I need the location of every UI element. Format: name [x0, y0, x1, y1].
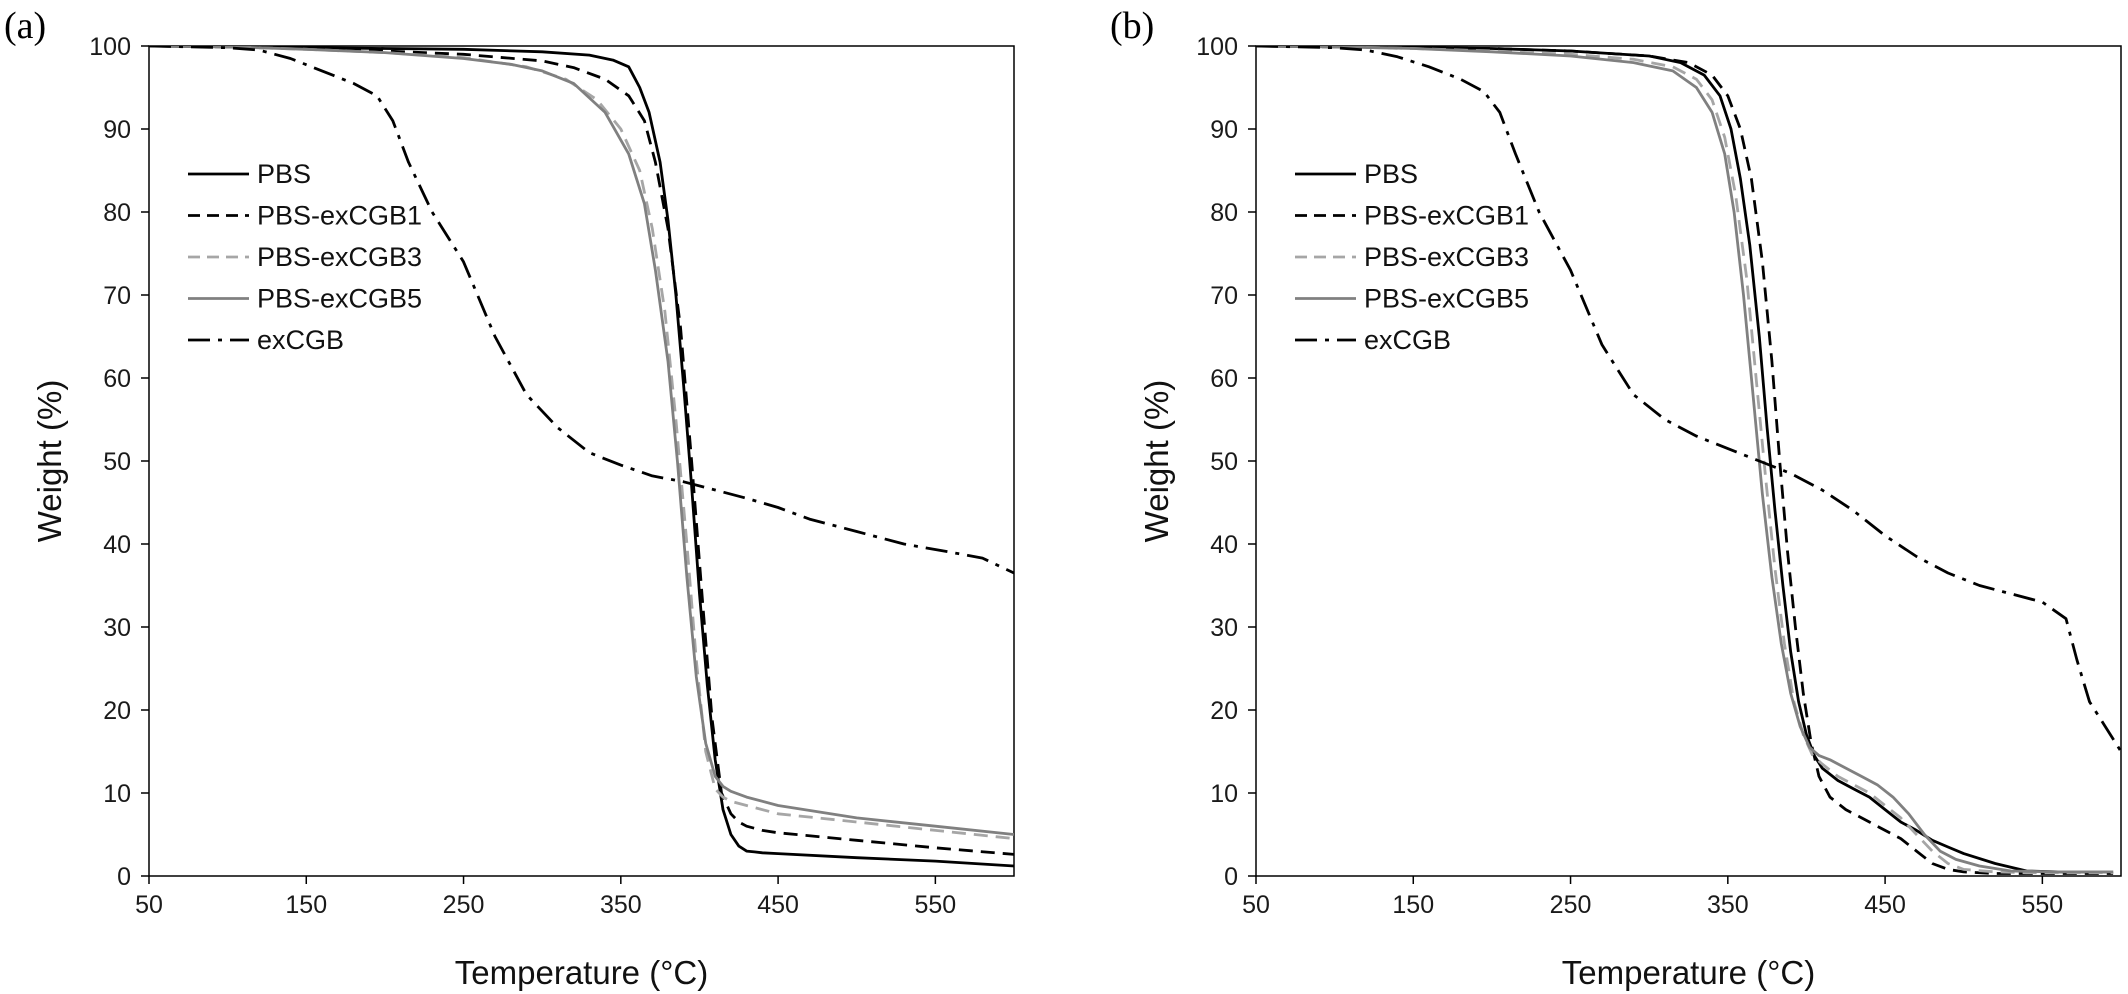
y-tick-label: 0 [117, 863, 131, 891]
series-line-pbs-excgb1 [1256, 46, 2114, 875]
y-tick-label: 90 [103, 116, 131, 144]
legend-label-pbs-excgb1: PBS-exCGB1 [257, 201, 422, 231]
legend: PBS PBS-exCGB1 PBS-exCGB3 PBS-exCGB5 exCGB [1295, 159, 1529, 355]
series-line-pbs [149, 46, 1014, 868]
y-tick-label: 50 [103, 448, 131, 476]
y-tick-label: 100 [89, 33, 131, 61]
panel-label: (b) [1110, 5, 1154, 47]
x-tick-label: 550 [915, 891, 957, 919]
y-tick-label: 90 [1210, 116, 1238, 144]
y-tick-label: 20 [1210, 697, 1238, 725]
y-tick-label: 0 [1224, 863, 1238, 891]
x-tick-label: 450 [1864, 891, 1906, 919]
y-tick-label: 60 [1210, 365, 1238, 393]
x-tick-label: 350 [600, 891, 642, 919]
y-tick-label: 30 [103, 614, 131, 642]
legend-label-excgb: exCGB [257, 325, 344, 355]
series-line-excgb [1256, 46, 2121, 753]
y-tick-label: 40 [103, 531, 131, 559]
y-axis-title: Weight (%) [31, 380, 68, 543]
series-line-pbs-excgb3 [149, 46, 1014, 840]
y-tick-label: 10 [103, 780, 131, 808]
x-tick-label: 450 [757, 891, 799, 919]
series-group [149, 46, 1014, 868]
y-tick-label: 60 [103, 365, 131, 393]
x-tick-label: 150 [285, 891, 327, 919]
y-tick-label: 20 [103, 697, 131, 725]
legend-label-excgb: exCGB [1364, 325, 1451, 355]
legend-label-pbs: PBS [1364, 159, 1418, 189]
y-tick-label: 80 [1210, 199, 1238, 227]
legend-label-pbs-excgb5: PBS-exCGB5 [257, 284, 422, 314]
panel-label: (a) [4, 5, 46, 47]
x-tick-label: 350 [1707, 891, 1749, 919]
legend-label-pbs-excgb5: PBS-exCGB5 [1364, 284, 1529, 314]
y-tick-label: 30 [1210, 614, 1238, 642]
y-tick-label: 40 [1210, 531, 1238, 559]
chart-panel-a: (a) 0 10 20 30 40 50 60 70 80 90 100 50 150 250 350 450 5… [4, 5, 1015, 991]
x-tick-label: 50 [135, 891, 163, 919]
x-tick-label: 250 [443, 891, 485, 919]
x-axis-title: Temperature (°C) [1562, 954, 1815, 991]
y-tick-label: 100 [1196, 33, 1238, 61]
legend-label-pbs-excgb3: PBS-exCGB3 [1364, 242, 1529, 272]
x-tick-label: 50 [1242, 891, 1270, 919]
x-tick-label: 250 [1550, 891, 1592, 919]
x-tick-label: 150 [1392, 891, 1434, 919]
y-tick-label: 50 [1210, 448, 1238, 476]
chart-panel-b: (b) 0 10 20 30 40 50 60 70 80 90 100 50 150 250 350 450 5… [1110, 5, 2122, 991]
y-tick-label: 80 [103, 199, 131, 227]
y-tick-label: 70 [103, 282, 131, 310]
legend: PBS PBS-exCGB1 PBS-exCGB3 PBS-exCGB5 exCGB [188, 159, 422, 355]
legend-label-pbs: PBS [257, 159, 311, 189]
x-axis-title: Temperature (°C) [455, 954, 708, 991]
y-tick-label: 10 [1210, 780, 1238, 808]
x-tick-label: 550 [2022, 891, 2064, 919]
series-line-pbs-excgb1 [149, 46, 1014, 856]
y-axis-title: Weight (%) [1138, 380, 1175, 543]
series-line-pbs-excgb5 [149, 46, 1014, 836]
y-tick-label: 70 [1210, 282, 1238, 310]
series-group [1256, 46, 2121, 875]
series-line-excgb [149, 46, 1014, 575]
series-line-pbs-excgb5 [1256, 46, 2114, 874]
legend-label-pbs-excgb1: PBS-exCGB1 [1364, 201, 1529, 231]
legend-label-pbs-excgb3: PBS-exCGB3 [257, 242, 422, 272]
